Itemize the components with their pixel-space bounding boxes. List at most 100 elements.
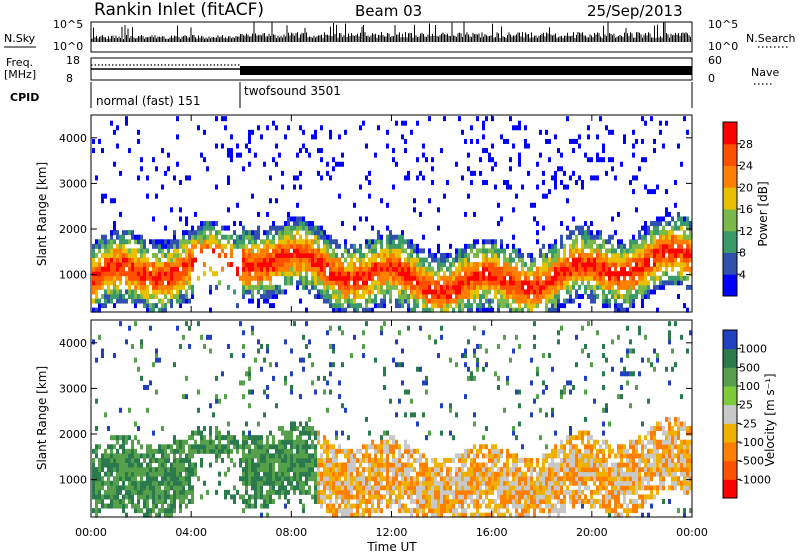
heatmap-cell [482,289,485,295]
heatmap-cell [437,508,440,514]
heatmap-cell [278,444,281,450]
heatmap-cell [296,485,299,491]
heatmap-cell [395,262,398,268]
heatmap-cell [683,216,686,222]
heatmap-cell [269,457,272,463]
heatmap-cell [215,426,218,432]
heatmap-cell [344,503,347,509]
heatmap-cell [392,148,395,154]
heatmap-cell [140,444,143,450]
heatmap-cell [269,175,272,181]
heatmap-cell [431,303,434,309]
heatmap-cell [389,444,392,450]
heatmap-cell [323,439,326,445]
heatmap-cell [350,262,353,268]
heatmap-cell [566,271,569,277]
heatmap-cell [230,234,233,240]
heatmap-cell [191,289,194,295]
heatmap-cell [317,375,320,381]
heatmap-cell [302,284,305,290]
heatmap-cell [407,170,410,176]
heatmap-cell [164,485,167,491]
heatmap-cell [620,266,623,272]
heatmap-cell [245,457,248,463]
heatmap-cell [545,284,548,290]
heatmap-cell [428,298,431,304]
heatmap-cell [152,471,155,477]
heatmap-cell [662,230,665,236]
heatmap-cell [227,175,230,181]
heatmap-cell [161,275,164,281]
heatmap-cell [677,234,680,240]
heatmap-cell [101,148,104,154]
heatmap-cell [416,293,419,299]
heatmap-cell [92,448,95,454]
heatmap-cell [257,257,260,263]
heatmap-cell [362,444,365,450]
heatmap-cell [662,243,665,249]
heatmap-cell [446,303,449,309]
heatmap-cell [137,298,140,304]
heatmap-cell [665,243,668,249]
heatmap-cell [641,239,644,245]
heatmap-cell [353,225,356,231]
heatmap-cell [287,266,290,272]
heatmap-cell [626,293,629,299]
heatmap-cell [389,298,392,304]
heatmap-cell [290,389,293,395]
heatmap-cell [218,439,221,445]
heatmap-cell [98,467,101,473]
heatmap-cell [362,489,365,495]
heatmap-cell [425,435,428,441]
heatmap-cell [104,462,107,468]
heatmap-cell [125,476,128,482]
heatmap-cell [329,129,332,135]
heatmap-cell [596,271,599,277]
heatmap-cell [140,257,143,263]
heatmap-cell [470,138,473,144]
heatmap-cell [404,389,407,395]
heatmap-cell [314,280,317,286]
heatmap-cell [641,289,644,295]
heatmap-cell [422,275,425,281]
heatmap-cell [137,271,140,277]
heatmap-cell [197,389,200,395]
heatmap-cell [101,266,104,272]
heatmap-cell [380,298,383,304]
heatmap-cell [641,252,644,258]
heatmap-cell [623,298,626,304]
heatmap-cell [668,230,671,236]
heatmap-cell [314,453,317,459]
heatmap-cell [215,453,218,459]
heatmap-cell [101,498,104,504]
heatmap-cell [329,298,332,304]
heatmap-cell [125,339,128,345]
heatmap-cell [317,480,320,486]
freq-tick-low: 8 [66,72,73,85]
heatmap-cell [431,508,434,514]
heatmap-cell [185,439,188,445]
heatmap-cell [365,275,368,281]
heatmap-cell [389,435,392,441]
heatmap-cell [383,371,386,377]
heatmap-cell [488,271,491,277]
heatmap-cell [113,503,116,509]
heatmap-cell [398,471,401,477]
heatmap-cell [152,480,155,486]
heatmap-cell [269,280,272,286]
heatmap-cell [629,275,632,281]
heatmap-cell [104,280,107,286]
heatmap-cell [224,225,227,231]
heatmap-cell [566,184,569,190]
heatmap-cell [173,462,176,468]
heatmap-cell [398,503,401,509]
heatmap-cell [356,476,359,482]
heatmap-cell [428,116,431,122]
heatmap-cell [506,262,509,268]
heatmap-cell [479,298,482,304]
heatmap-cell [365,416,368,422]
heatmap-cell [137,480,140,486]
heatmap-cell [113,353,116,359]
heatmap-cell [491,298,494,304]
heatmap-cell [296,225,299,231]
